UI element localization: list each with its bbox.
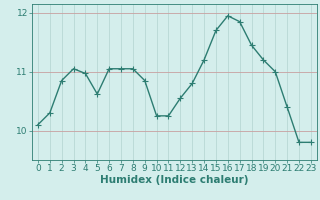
X-axis label: Humidex (Indice chaleur): Humidex (Indice chaleur)	[100, 175, 249, 185]
